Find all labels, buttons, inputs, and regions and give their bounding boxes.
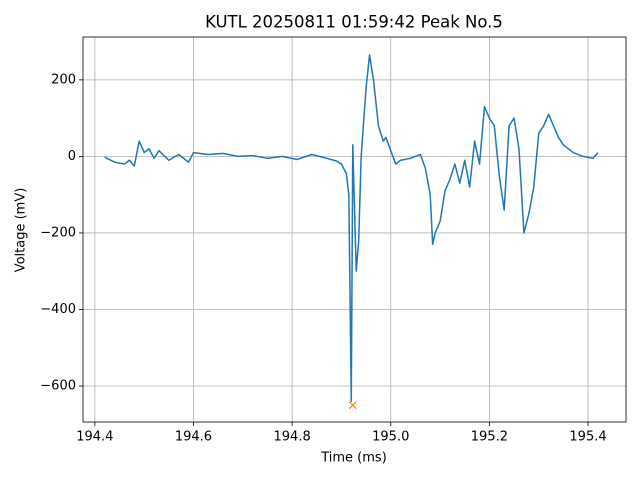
x-axis-label: Time (ms)	[320, 451, 387, 466]
y-tick-label: 0	[68, 149, 76, 164]
chart-title: KUTL 20250811 01:59:42 Peak No.5	[205, 13, 503, 32]
data-line	[104, 54, 599, 403]
x-tick-label: 194.8	[274, 430, 311, 445]
y-tick-label: −200	[40, 225, 76, 240]
x-tick-label: 195.0	[372, 430, 409, 445]
plot-frame	[82, 36, 627, 423]
x-tick-label: 194.4	[76, 430, 113, 445]
peak-marker	[348, 401, 357, 410]
y-tick-label: 200	[51, 72, 76, 87]
x-tick-label: 194.6	[175, 430, 212, 445]
x-tick-label: 195.2	[471, 430, 508, 445]
x-tick-label: 195.4	[569, 430, 606, 445]
y-axis-label: Voltage (mV)	[14, 188, 29, 273]
y-tick-label: −600	[40, 379, 76, 394]
y-tick-label: −400	[40, 302, 76, 317]
